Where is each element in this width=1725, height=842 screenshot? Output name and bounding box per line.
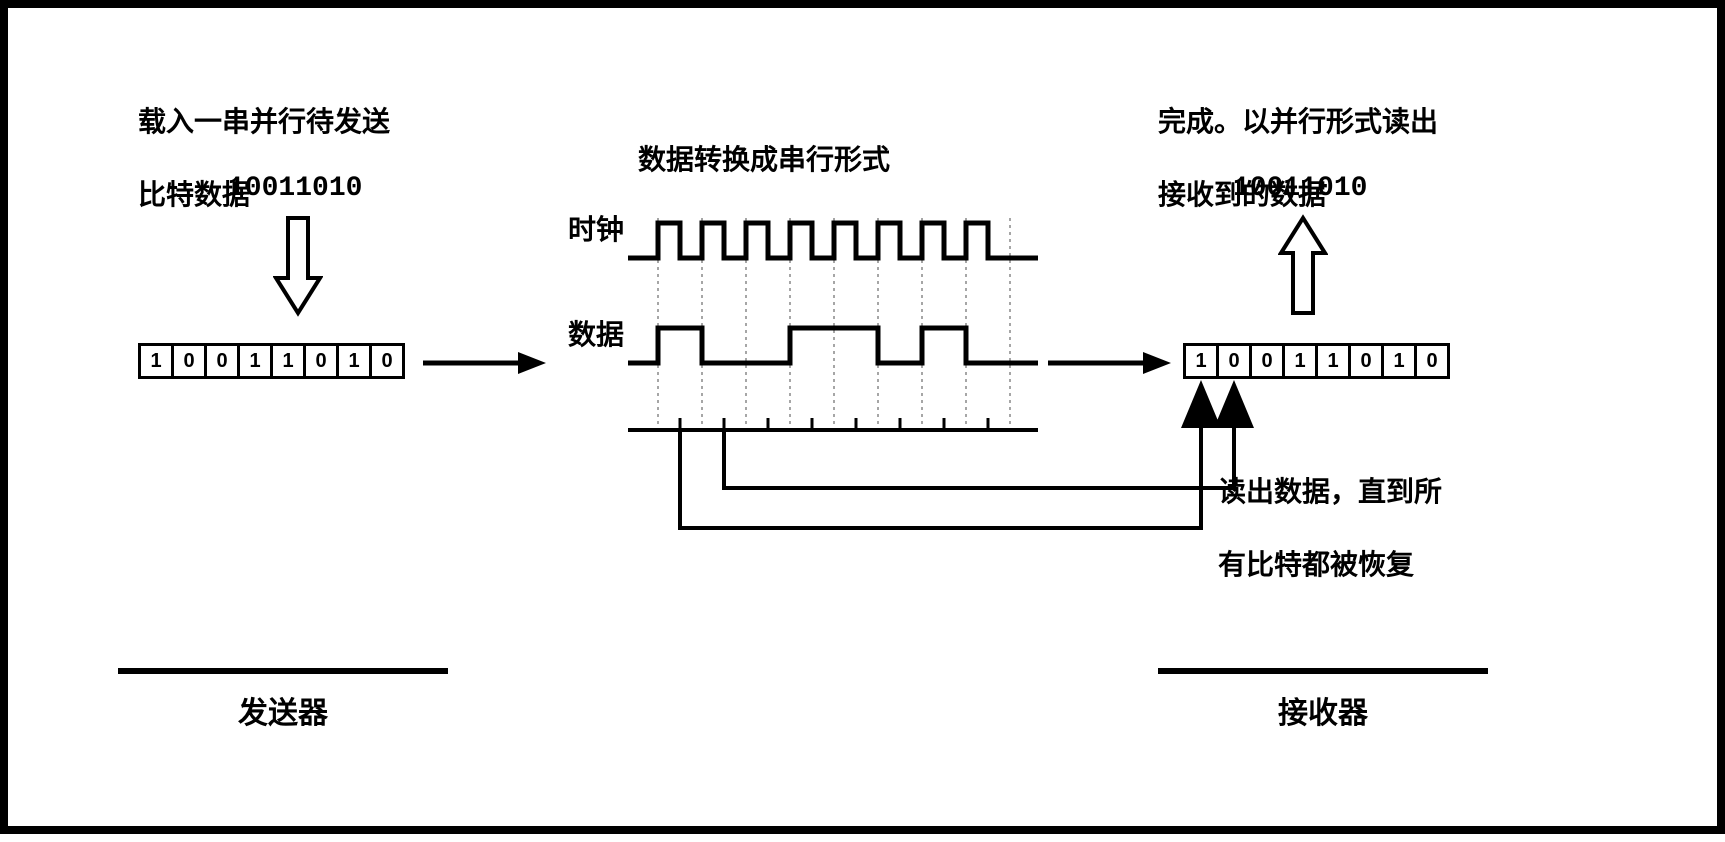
receiver-note: 读出数据，直到所 有比特都被恢复 — [1218, 438, 1442, 584]
bit-cell: 0 — [204, 343, 240, 379]
sender-value-text: 10011010 — [228, 173, 362, 204]
bit-cell: 0 — [1348, 343, 1384, 379]
receiver-caption-l1: 完成。以并行形式读出 — [1158, 106, 1438, 137]
receiver-bit-register: 10011010 — [1183, 343, 1450, 379]
diagram-frame: 载入一串并行待发送 比特数据 10011010 10011010 数据转换成串行… — [0, 0, 1725, 834]
bit-cell: 0 — [369, 343, 405, 379]
bit-cell: 1 — [1315, 343, 1351, 379]
receiver-caption: 完成。以并行形式读出 接收到的数据 — [1158, 68, 1438, 214]
bit-cell: 0 — [171, 343, 207, 379]
bit-cell: 1 — [1282, 343, 1318, 379]
sender-section-label: 发送器 — [118, 688, 448, 732]
sender-section-line — [118, 668, 448, 674]
down-arrow-icon — [273, 213, 323, 323]
bit-cell: 0 — [1216, 343, 1252, 379]
receiver-note-l1: 读出数据，直到所 — [1218, 476, 1442, 507]
bit-cell: 1 — [336, 343, 372, 379]
bit-cell: 0 — [1249, 343, 1285, 379]
arrow-to-serial-icon — [418, 348, 548, 378]
up-arrow-icon — [1278, 213, 1328, 323]
sender-bit-register: 10011010 — [138, 343, 405, 379]
waveforms — [568, 198, 1048, 488]
arrow-to-receiver-icon — [1043, 348, 1173, 378]
receiver-note-l2: 有比特都被恢复 — [1218, 549, 1414, 580]
bit-cell: 1 — [138, 343, 174, 379]
bit-cell: 1 — [1381, 343, 1417, 379]
receiver-section-line — [1158, 668, 1488, 674]
receiver-section-label: 接收器 — [1158, 688, 1488, 732]
bit-cell: 1 — [1183, 343, 1219, 379]
sender-caption-l1: 载入一串并行待发送 — [138, 106, 390, 137]
serial-title: 数据转换成串行形式 — [638, 138, 890, 178]
receiver-caption-l2: 接收到的数据 — [1158, 179, 1326, 210]
bit-cell: 1 — [270, 343, 306, 379]
bit-cell: 0 — [1414, 343, 1450, 379]
bit-cell: 0 — [303, 343, 339, 379]
bit-cell: 1 — [237, 343, 273, 379]
